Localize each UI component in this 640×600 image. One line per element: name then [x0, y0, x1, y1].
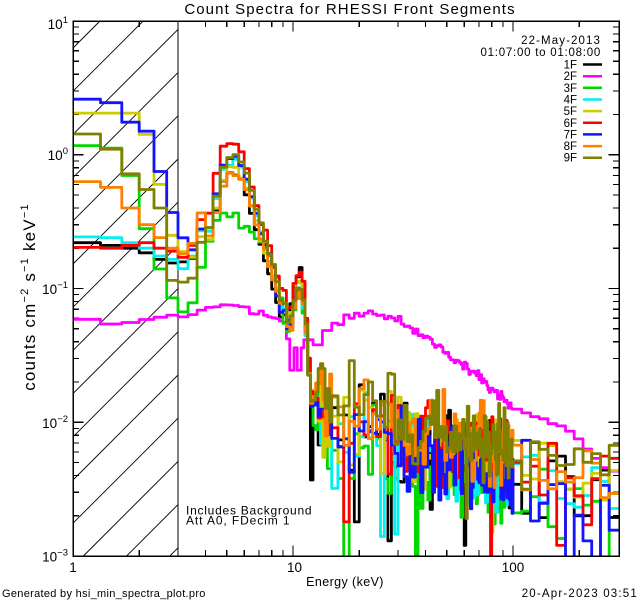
svg-text:Generated by hsi_min_spectra_p: Generated by hsi_min_spectra_plot.pro [2, 588, 206, 600]
svg-text:2F: 2F [564, 71, 577, 83]
svg-text:3F: 3F [564, 83, 577, 95]
svg-text:10: 10 [287, 560, 302, 575]
svg-text:22-May-2013: 22-May-2013 [521, 35, 601, 47]
svg-text:counts cm−2 s−1 keV−1: counts cm−2 s−1 keV−1 [19, 203, 39, 391]
svg-text:10: 10 [48, 148, 63, 163]
svg-text:4F: 4F [564, 95, 577, 107]
svg-text:20-Apr-2023 03:51: 20-Apr-2023 03:51 [522, 588, 638, 600]
svg-text:1F: 1F [564, 60, 577, 72]
svg-text:−2: −2 [57, 414, 68, 425]
svg-text:6F: 6F [564, 118, 577, 130]
svg-text:Energy (keV): Energy (keV) [306, 575, 384, 589]
svg-text:100: 100 [502, 560, 525, 575]
svg-text:8F: 8F [564, 141, 577, 153]
svg-text:0: 0 [63, 146, 68, 157]
svg-text:−3: −3 [57, 548, 68, 559]
svg-text:1: 1 [69, 560, 77, 575]
svg-text:10: 10 [42, 416, 57, 431]
svg-text:9F: 9F [564, 153, 577, 165]
svg-text:10: 10 [42, 550, 57, 565]
svg-text:Att A0, FDecim 1: Att A0, FDecim 1 [186, 514, 290, 528]
svg-text:Includes Background: Includes Background [186, 504, 312, 518]
svg-text:5F: 5F [564, 106, 577, 118]
svg-text:01:07:00 to 01:08:00: 01:07:00 to 01:08:00 [480, 47, 601, 59]
svg-text:7F: 7F [564, 129, 577, 141]
svg-text:10: 10 [48, 17, 63, 32]
svg-text:1: 1 [63, 15, 68, 26]
svg-text:Count Spectra for RHESSI Front: Count Spectra for RHESSI Front Segments [184, 1, 515, 18]
svg-text:10: 10 [42, 282, 57, 297]
svg-text:−1: −1 [57, 280, 68, 291]
